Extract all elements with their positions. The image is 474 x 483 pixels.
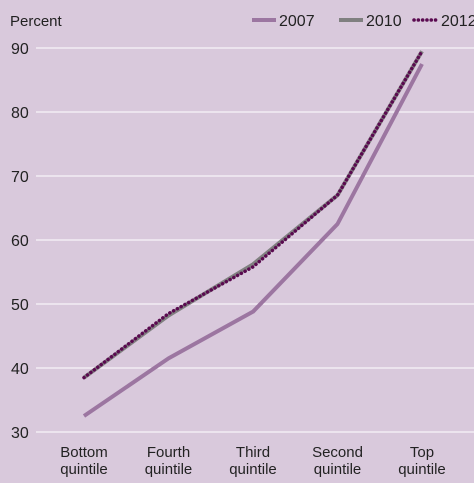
x-axis-ticks: Bottom quintile Fourth quintile Third quintil…: [60, 444, 446, 478]
y-tick-label: 90: [11, 41, 29, 58]
x-tick-label: Top quintile: [398, 444, 446, 478]
series-line-2010: [82, 50, 424, 380]
series-line-2012: [82, 49, 424, 380]
y-tick-label: 30: [11, 425, 29, 442]
y-axis-label: Percent: [10, 13, 63, 30]
legend: 2007 2010 2012: [252, 13, 474, 30]
y-tick-label: 60: [11, 233, 29, 250]
y-tick-label: 50: [11, 297, 29, 314]
gridlines: [36, 47, 474, 433]
y-tick-label: 70: [11, 169, 29, 186]
x-tick-label: Fourth quintile: [145, 444, 193, 478]
x-tick-label: Bottom quintile: [60, 444, 108, 478]
y-tick-label: 40: [11, 361, 29, 378]
y-tick-label: 80: [11, 105, 29, 122]
series-line-2007: [82, 63, 424, 418]
x-tick-label: Second quintile: [312, 444, 363, 478]
legend-label-2012: 2012: [441, 13, 474, 30]
legend-label-2010: 2010: [366, 13, 402, 30]
series-lines: [82, 49, 424, 418]
y-axis-ticks: 30 40 50 60 70 80 90: [11, 41, 29, 442]
x-tick-label: Third quintile: [229, 444, 277, 478]
legend-label-2007: 2007: [279, 13, 315, 30]
